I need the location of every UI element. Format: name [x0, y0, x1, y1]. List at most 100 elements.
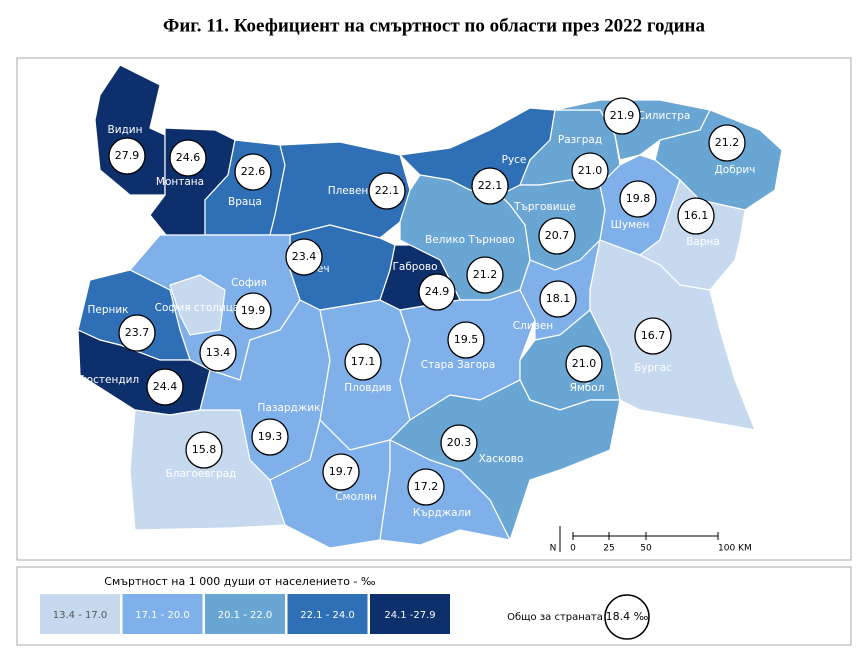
region-name: Габрово [392, 261, 437, 273]
region-name: Сливен [513, 320, 553, 332]
region-name: Пазарджик [258, 402, 321, 414]
value-circle [565, 345, 603, 383]
value-circle [322, 453, 360, 491]
region-name: Хасково [479, 453, 524, 465]
legend-frame [16, 566, 852, 646]
value-circle [234, 292, 272, 330]
region-value: 24.9 [425, 285, 450, 298]
value-circle [539, 280, 577, 318]
scale-label: 50 [640, 544, 652, 554]
value-circle [199, 334, 237, 372]
region-value: 24.6 [176, 151, 201, 164]
value-circle [108, 137, 146, 175]
region-name: Разград [558, 134, 602, 146]
legend-swatch [287, 594, 368, 634]
region-name: Плевен [328, 185, 369, 197]
legend-label: 13.4 - 17.0 [53, 610, 108, 621]
total-label: Общо за страната [507, 612, 603, 623]
region-value: 19.7 [329, 465, 354, 478]
scale-label: 100 KM [718, 544, 752, 554]
region-name: Търговище [513, 201, 576, 213]
region-name: София столица [155, 302, 240, 314]
region-value: 17.1 [351, 355, 376, 368]
region [169, 274, 226, 336]
region-name: Добрич [715, 164, 756, 176]
region-value: 21.0 [578, 164, 603, 177]
region-name: Благоевград [166, 468, 237, 480]
north: N [550, 544, 557, 554]
labels: Видин 27.9 Монтана 24.6 Враца 22.6 Плевен 22.1 Р… [77, 97, 756, 519]
region-name: Пловдив [344, 382, 392, 394]
value-circle [571, 152, 609, 190]
value-circle [447, 321, 485, 359]
value-circle [466, 256, 504, 294]
value-circle [368, 172, 406, 210]
region-value: 13.4 [206, 346, 231, 359]
region-value: 22.1 [478, 179, 503, 192]
legend-swatch [205, 594, 285, 634]
scale-label: 0 [570, 544, 576, 554]
value-circle [344, 343, 382, 381]
region-value: 16.7 [641, 329, 666, 342]
region-value: 20.3 [447, 436, 472, 449]
region-name: София [231, 277, 267, 289]
region-name: Шумен [611, 219, 650, 231]
legend-label: 24.1 -27.9 [384, 610, 435, 621]
region-name: Враца [228, 196, 262, 208]
value-circle [538, 217, 576, 255]
legend-title: Смъртност на 1 000 души от населението -… [104, 575, 376, 588]
region-value: 22.6 [241, 165, 266, 178]
region-name: Кюстендил [77, 374, 139, 386]
region-value: 21.2 [715, 136, 740, 149]
value-circle [471, 167, 509, 205]
legend-swatch [370, 594, 450, 634]
value-circle [440, 424, 478, 462]
value-circle [234, 153, 272, 191]
region-name: Бургас [634, 362, 672, 374]
value-circle [418, 273, 456, 311]
scale-label: 25 [603, 544, 614, 554]
region-value: 24.4 [153, 380, 178, 393]
region-value: 23.4 [292, 250, 317, 263]
region-value: 17.2 [414, 480, 439, 493]
region-value: 27.9 [115, 149, 140, 162]
value-circle [619, 180, 657, 218]
legend-label: 22.1 - 24.0 [300, 610, 355, 621]
map-frame [16, 57, 852, 561]
value-circle [146, 368, 184, 406]
regions [77, 64, 783, 549]
value-circle [185, 431, 223, 469]
region-value: 16.1 [684, 209, 709, 222]
region-name: Видин [108, 124, 143, 136]
total-value: 18.4 ‰ [606, 610, 649, 623]
value-circle [708, 124, 746, 162]
region-name: Варна [686, 236, 720, 248]
region-value: 19.3 [258, 430, 283, 443]
region-value: 21.0 [572, 357, 597, 370]
region-value: 21.9 [610, 109, 635, 122]
region-value: 18.1 [546, 292, 571, 305]
value-circle [169, 139, 207, 177]
legend-swatch [122, 594, 203, 634]
legend-label: 20.1 - 22.0 [218, 610, 273, 621]
region-value: 19.9 [241, 304, 266, 317]
region-name: Монтана [156, 176, 204, 188]
value-circle [603, 97, 641, 135]
region [379, 439, 512, 546]
region-value: 22.1 [375, 184, 400, 197]
value-circle [251, 418, 289, 456]
value-circle [677, 197, 715, 235]
total-circle [604, 594, 650, 640]
region-value: 19.5 [454, 333, 479, 346]
legend-swatch [40, 594, 120, 634]
legend: N 0 25 50 100 KM Смъртност на 1 000 души от н… [40, 526, 752, 640]
region-name: Ямбол [570, 382, 605, 394]
value-circle [407, 468, 445, 506]
region-value: 15.8 [192, 443, 217, 456]
value-circle [118, 314, 156, 352]
region-value: 21.2 [473, 268, 498, 281]
region-name: Велико Търново [425, 234, 515, 246]
region-value: 23.7 [125, 326, 150, 339]
region-name: Кърджали [413, 507, 471, 519]
